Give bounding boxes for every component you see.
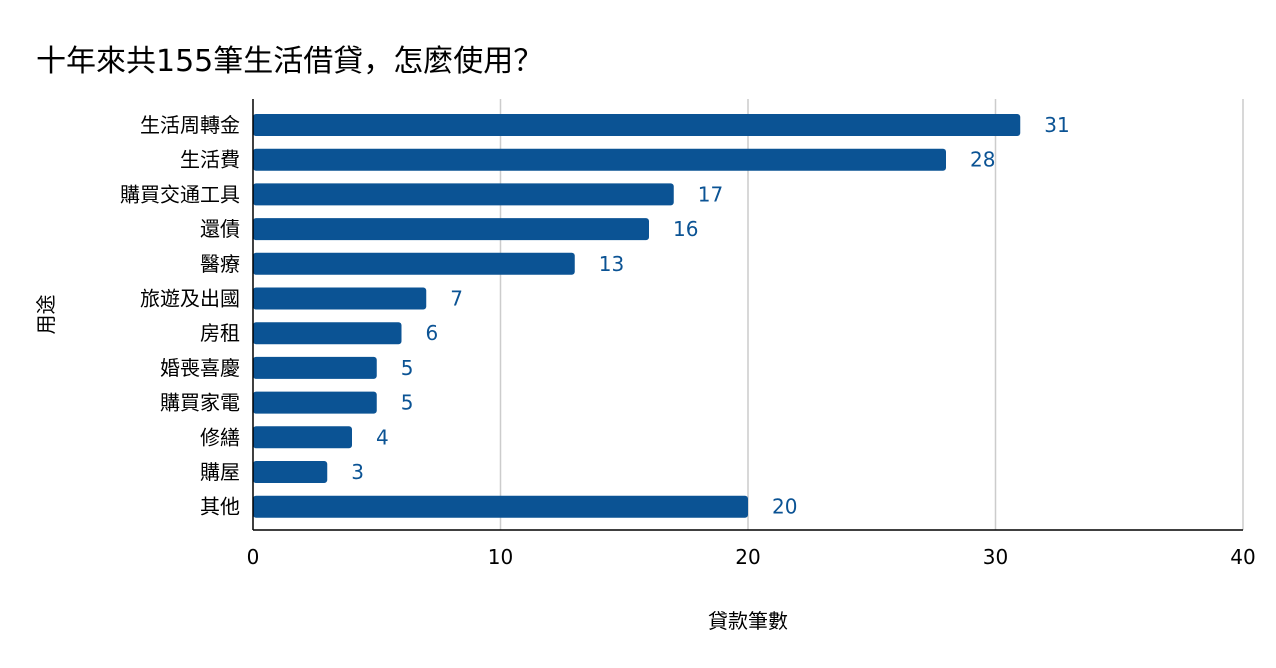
category-label: 婚喪喜慶 [160, 356, 240, 380]
y-axis-title: 用途 [34, 295, 58, 335]
value-label: 20 [772, 495, 797, 519]
value-label: 6 [426, 321, 439, 345]
bar [253, 461, 328, 483]
category-label: 修繕 [200, 425, 240, 449]
value-label: 5 [401, 356, 414, 380]
category-label: 購買交通工具 [120, 182, 240, 206]
value-label: 17 [698, 182, 723, 206]
x-tick-label: 10 [488, 545, 513, 569]
category-label: 生活周轉金 [140, 113, 240, 137]
value-label: 16 [673, 217, 698, 241]
x-tick-label: 20 [735, 545, 760, 569]
bar [253, 356, 377, 379]
value-label: 28 [970, 148, 995, 172]
category-label: 購買家電 [160, 391, 240, 415]
chart-title: 十年來共155筆生活借貸，怎麼使用？ [36, 44, 544, 79]
x-tick-label: 0 [247, 545, 260, 569]
bar [253, 252, 575, 275]
category-label: 房租 [200, 321, 240, 345]
category-label: 生活費 [180, 148, 240, 172]
bar [253, 391, 377, 414]
bar [253, 287, 427, 310]
bar [253, 148, 946, 171]
category-label: 其他 [200, 495, 240, 519]
value-label: 4 [376, 425, 389, 449]
gridlines [499, 99, 1244, 530]
bar [253, 183, 674, 206]
category-label: 購屋 [200, 460, 240, 484]
bar [253, 426, 352, 449]
x-axis-title: 貸款筆數 [708, 609, 788, 633]
value-label: 5 [401, 391, 414, 415]
value-label: 7 [450, 287, 463, 311]
category-label: 醫療 [200, 252, 240, 276]
bar [253, 322, 402, 345]
bar [253, 218, 649, 241]
bar [253, 495, 748, 518]
bar [253, 114, 1021, 136]
bars [253, 114, 1021, 518]
category-label: 旅遊及出國 [140, 287, 240, 311]
value-label: 13 [599, 252, 624, 276]
x-tick-label: 40 [1230, 545, 1255, 569]
value-label: 31 [1044, 113, 1069, 137]
value-label: 3 [351, 460, 364, 484]
x-tick-labels: 0 10 20 30 40 [247, 545, 1256, 569]
x-tick-label: 30 [983, 545, 1008, 569]
category-label: 還債 [200, 217, 240, 241]
